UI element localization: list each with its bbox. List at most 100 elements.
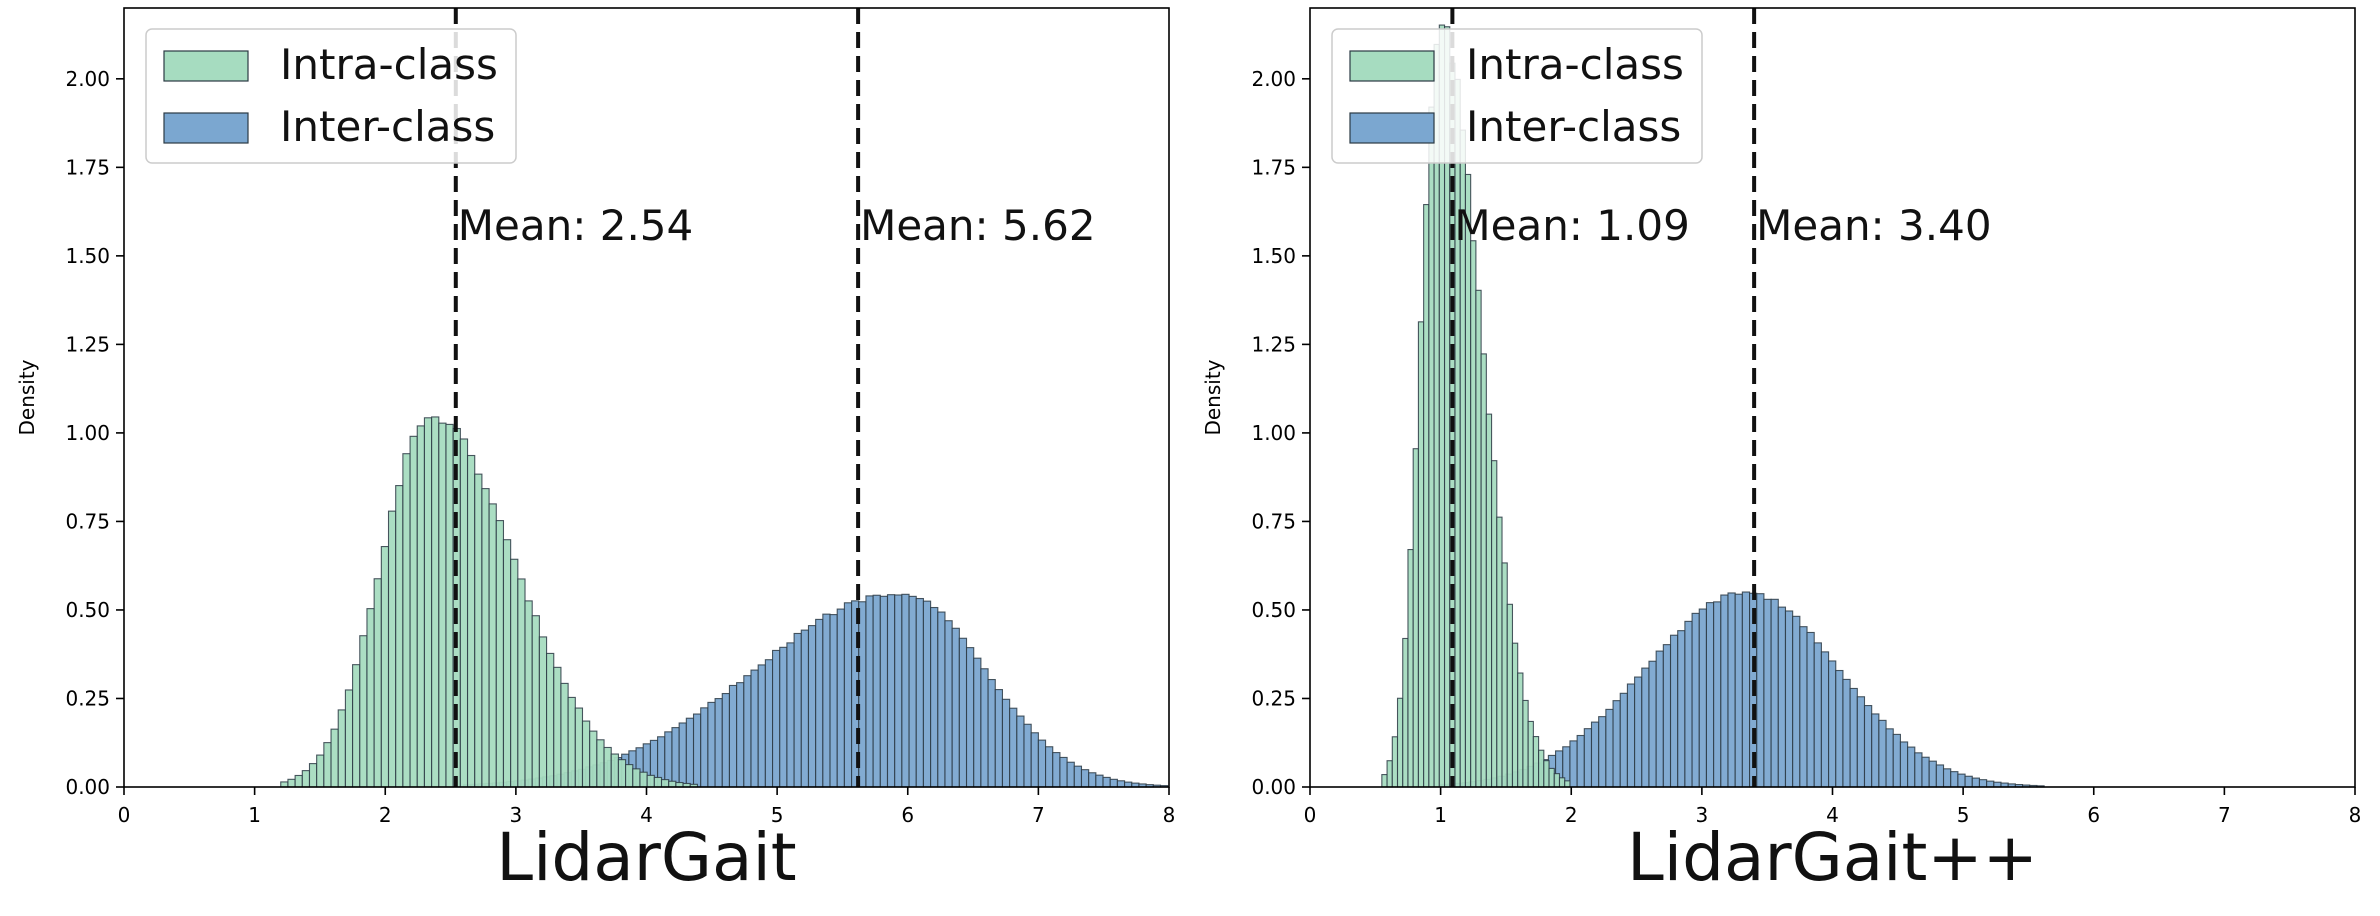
x-tick-label: 6 (2087, 803, 2100, 827)
histogram-bar (1878, 719, 1887, 788)
histogram-bar (1820, 651, 1830, 788)
histogram-bar (822, 613, 831, 788)
histogram-bar (416, 425, 425, 788)
legend: Intra-class Inter-class (145, 28, 517, 164)
histogram-bar (1381, 774, 1388, 788)
histogram-bar (1856, 696, 1866, 788)
histogram-bar (1407, 548, 1414, 788)
histogram-bar (1705, 602, 1715, 788)
histogram-bar (1066, 761, 1075, 788)
histogram-bar (743, 675, 752, 788)
y-tick-label: 1.00 (65, 421, 110, 445)
histogram-bar (1590, 721, 1600, 788)
histogram-bar (908, 595, 917, 788)
histogram-bar (510, 558, 519, 788)
histogram-bar (1428, 106, 1435, 788)
mean-label: Mean: 1.09 (1454, 201, 1689, 250)
histogram-bar (660, 779, 670, 788)
x-tick-label: 6 (901, 803, 914, 827)
histogram-bar (610, 753, 619, 788)
x-tick-label: 7 (2218, 803, 2231, 827)
histogram-bar (1612, 700, 1621, 788)
histogram-bar (502, 539, 512, 788)
histogram-bar (352, 664, 361, 788)
histogram-bar (901, 593, 910, 788)
histogram-bar (524, 600, 533, 788)
histogram-bar (1475, 289, 1482, 788)
histogram-bar (1828, 660, 1837, 788)
histogram-bar (625, 764, 634, 788)
legend-swatch (1349, 50, 1435, 82)
histogram-bar (1871, 713, 1880, 788)
y-tick-label: 1.25 (1251, 332, 1296, 356)
histogram-bar (1073, 765, 1083, 788)
histogram-bar (287, 778, 296, 788)
histogram-bar (1648, 660, 1657, 788)
histogram-bar (843, 602, 853, 788)
histogram-bar (1770, 598, 1779, 788)
histogram-bar (653, 776, 663, 788)
histogram-bar (1496, 516, 1503, 788)
histogram-bar (1964, 775, 1973, 788)
histogram-bar (793, 632, 802, 788)
histogram-bar (678, 722, 687, 788)
histogram-bar (685, 717, 695, 788)
histogram-bar (965, 647, 975, 788)
histogram-bar (1813, 642, 1822, 788)
histogram-bar (1921, 756, 1930, 788)
histogram-bar (1480, 353, 1487, 788)
histogram-bar (836, 608, 845, 788)
histogram-bar (1899, 741, 1909, 788)
legend-label: Intra-class (1466, 40, 1684, 89)
histogram-bar (800, 629, 810, 788)
y-tick-label: 0.75 (65, 509, 110, 533)
histogram-bar (1522, 699, 1529, 788)
histogram-bar (1950, 771, 1959, 788)
histogram-bar (1655, 650, 1664, 788)
histogram-bar (1564, 780, 1571, 788)
y-tick-label: 2.00 (1251, 67, 1296, 91)
histogram-bar (1935, 764, 1945, 788)
histogram-bar (1698, 608, 1707, 788)
histogram-bar (922, 600, 932, 788)
histogram-bar (1412, 448, 1419, 788)
x-tick-label: 8 (2349, 803, 2362, 827)
y-tick-label: 1.00 (1251, 421, 1296, 445)
histogram-bar (423, 417, 433, 788)
y-axis-label: Density (15, 359, 39, 435)
histogram-bar (1576, 734, 1585, 788)
histogram-bar (646, 774, 655, 788)
histogram-bar (1491, 460, 1498, 788)
histogram-bar (1641, 667, 1650, 788)
histogram-bar (481, 488, 490, 788)
histogram-bar (879, 595, 889, 788)
histogram-bar (980, 668, 989, 788)
histogram-bar (707, 701, 716, 788)
legend-swatch (1349, 112, 1435, 144)
histogram-bar (1842, 678, 1851, 788)
histogram-bar (1116, 780, 1126, 788)
histogram-bar (538, 636, 548, 788)
legend-swatch (163, 50, 249, 82)
histogram-bar (1423, 204, 1430, 788)
legend-swatch (163, 112, 249, 144)
histogram-bar (1971, 777, 1981, 788)
histogram-bar (1605, 708, 1614, 788)
histogram-bar (1386, 760, 1393, 788)
histogram-bar (366, 608, 375, 788)
histogram-bar (1626, 683, 1636, 788)
histogram-bar (750, 669, 759, 788)
histogram-bar (1863, 705, 1873, 788)
histogram-bar (1634, 676, 1643, 788)
x-tick-label: 2 (1565, 803, 1578, 827)
histogram-bar (1001, 698, 1011, 788)
histogram-bar (567, 696, 576, 788)
histogram-bar (1517, 672, 1524, 788)
histogram-bar (1669, 634, 1679, 788)
histogram-bar (728, 684, 738, 788)
histogram-bar (337, 709, 346, 788)
histogram-bar (1080, 769, 1090, 788)
histogram-bar (1662, 644, 1672, 788)
histogram-bar (1553, 773, 1561, 788)
histogram-bar (495, 520, 505, 788)
